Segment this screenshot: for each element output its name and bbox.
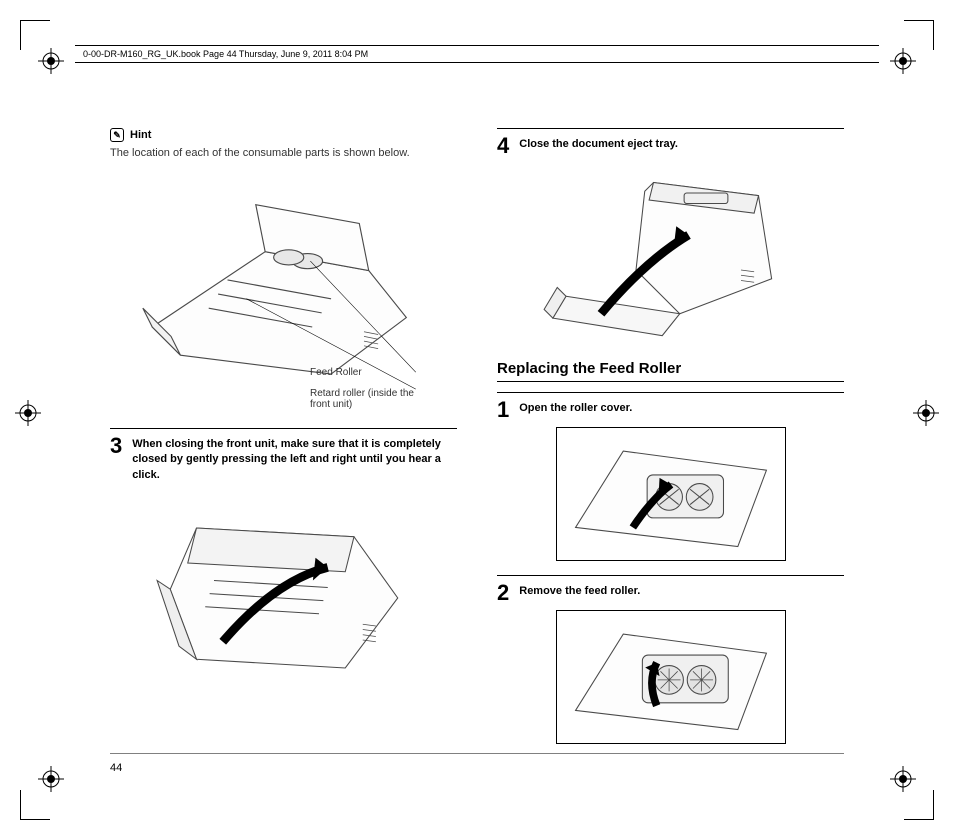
- step-4: 4 Close the document eject tray.: [497, 128, 844, 157]
- crop-mark: [20, 20, 50, 50]
- registration-mark-icon: [38, 766, 64, 792]
- diagram-open-roller-cover: [497, 427, 844, 561]
- hint-text: The location of each of the consumable p…: [110, 146, 457, 161]
- footer-rule: [110, 753, 844, 755]
- left-column: ✎ Hint The location of each of the consu…: [110, 100, 457, 760]
- hint-label: Hint: [130, 129, 151, 141]
- section-title-replacing-feed-roller: Replacing the Feed Roller: [497, 360, 844, 382]
- step-number: 3: [110, 435, 122, 483]
- registration-mark-icon: [890, 48, 916, 74]
- step-number: 4: [497, 135, 509, 157]
- step-text: Remove the feed roller.: [519, 582, 844, 604]
- step-number: 1: [497, 399, 509, 421]
- step-text: When closing the front unit, make sure t…: [132, 435, 457, 483]
- diagram-remove-feed-roller: [497, 610, 844, 744]
- diagram-consumable-parts: [110, 167, 457, 393]
- step-3: 3 When closing the front unit, make sure…: [110, 428, 457, 483]
- step-text: Open the roller cover.: [519, 399, 844, 421]
- registration-mark-icon: [913, 400, 939, 426]
- step-2-remove-feed-roller: 2 Remove the feed roller.: [497, 575, 844, 604]
- registration-mark-icon: [38, 48, 64, 74]
- callout-feed-roller-label: Feed Roller: [310, 367, 457, 378]
- registration-mark-icon: [15, 400, 41, 426]
- hint-icon: ✎: [110, 128, 124, 142]
- crop-mark: [20, 790, 50, 820]
- registration-mark-icon: [890, 766, 916, 792]
- step-1-open-roller-cover: 1 Open the roller cover.: [497, 392, 844, 421]
- step-text: Close the document eject tray.: [519, 135, 844, 157]
- callout-retard-roller-label: Retard roller (inside the front unit): [310, 388, 430, 410]
- diagram-close-front-unit: [110, 493, 457, 686]
- crop-mark: [904, 790, 934, 820]
- callout-block: Feed Roller Retard roller (inside the fr…: [310, 367, 457, 410]
- page-header-rule: 0-00-DR-M160_RG_UK.book Page 44 Thursday…: [75, 45, 879, 63]
- hint-heading: ✎ Hint: [110, 128, 457, 142]
- page-number: 44: [110, 762, 122, 774]
- step-number: 2: [497, 582, 509, 604]
- right-column: 4 Close the document eject tray.: [497, 100, 844, 760]
- diagram-close-eject-tray: [497, 165, 844, 340]
- page-body: ✎ Hint The location of each of the consu…: [110, 100, 844, 760]
- crop-mark: [904, 20, 934, 50]
- page-header-text: 0-00-DR-M160_RG_UK.book Page 44 Thursday…: [83, 49, 368, 59]
